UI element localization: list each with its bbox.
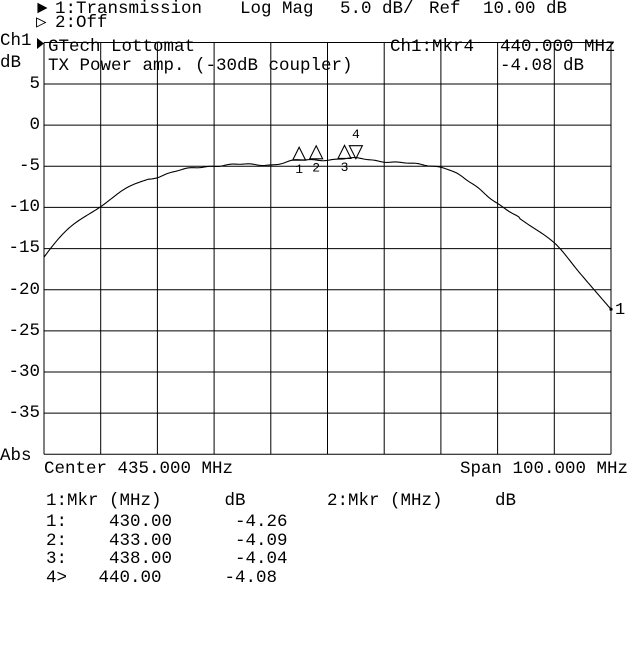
- svg-text:2: 2: [312, 161, 320, 176]
- svg-text:1: 1: [295, 162, 303, 177]
- svg-text:4: 4: [352, 127, 360, 142]
- svg-text:1: 1: [615, 301, 625, 320]
- svg-text:3: 3: [341, 160, 349, 175]
